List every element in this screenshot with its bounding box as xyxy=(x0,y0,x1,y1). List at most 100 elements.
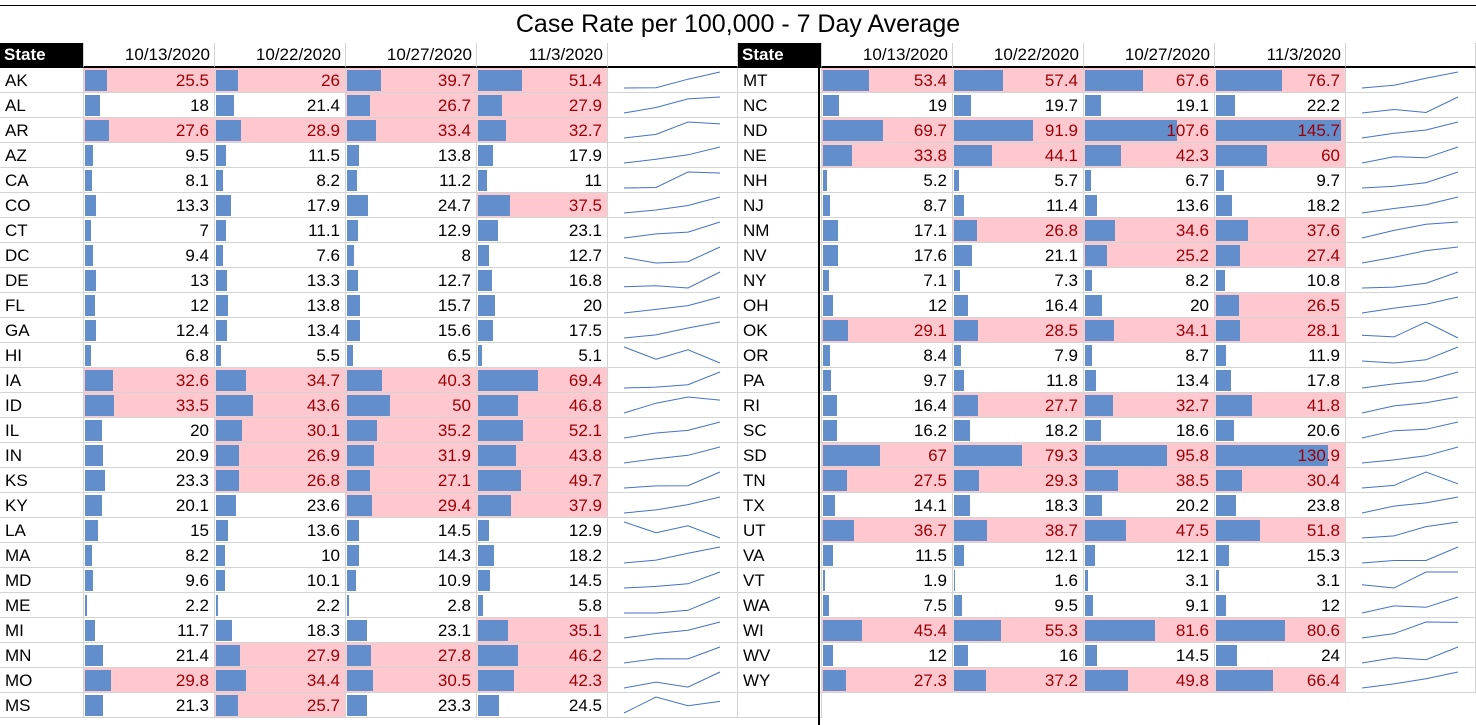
data-bar xyxy=(216,470,239,491)
value-cell: 13.8 xyxy=(346,143,477,168)
sparkline xyxy=(623,171,721,189)
sparkline-cell xyxy=(1346,218,1476,243)
value-cell: 69.7 xyxy=(822,118,953,143)
data-bar xyxy=(85,95,101,116)
data-bar xyxy=(478,245,489,266)
value-cell: 57.4 xyxy=(953,68,1084,93)
value-cell: 13.6 xyxy=(1084,193,1215,218)
value-cell: 16.4 xyxy=(822,393,953,418)
value-text: 32.6 xyxy=(175,371,209,390)
data-bar xyxy=(954,570,956,591)
value-text: 20.6 xyxy=(1306,421,1340,440)
value-cell: 8.2 xyxy=(1084,268,1215,293)
value-cell: 18.2 xyxy=(477,543,608,568)
sparkline-cell xyxy=(608,668,738,693)
value-cell: 23.6 xyxy=(215,493,346,518)
state-cell: VT xyxy=(738,568,822,593)
value-cell: 8 xyxy=(346,243,477,268)
sparkline xyxy=(623,271,721,289)
value-cell: 10 xyxy=(215,543,346,568)
data-bar xyxy=(85,195,97,216)
data-bar xyxy=(1216,370,1232,391)
value-cell: 8.2 xyxy=(215,168,346,193)
value-cell: 45.4 xyxy=(822,618,953,643)
value-text: 42.3 xyxy=(568,671,602,690)
data-bar xyxy=(1216,595,1227,616)
value-text: 26.9 xyxy=(306,446,340,465)
sparkline-cell xyxy=(608,593,738,618)
sparkline-cell xyxy=(1346,193,1476,218)
value-cell: 2.8 xyxy=(346,593,477,618)
value-cell: 52.1 xyxy=(477,418,608,443)
sparkline-cell xyxy=(608,618,738,643)
sparkline-cell xyxy=(1346,443,1476,468)
data-bar xyxy=(1085,345,1093,366)
value-text: 18.3 xyxy=(306,621,340,640)
data-bar xyxy=(347,545,360,566)
data-bar xyxy=(216,495,237,516)
table-row: AR 27.6 28.9 33.4 32.7 xyxy=(0,118,738,143)
data-bar xyxy=(1085,670,1128,691)
value-cell: 18 xyxy=(84,93,215,118)
data-bar xyxy=(85,145,94,166)
data-bar xyxy=(1216,645,1237,666)
table-row: ME 2.2 2.2 2.8 5.8 xyxy=(0,593,738,618)
value-text: 30.4 xyxy=(1306,471,1340,490)
value-text: 16 xyxy=(1059,646,1078,665)
state-cell: OH xyxy=(738,293,822,318)
value-cell: 20.6 xyxy=(1215,418,1346,443)
data-bar xyxy=(216,195,232,216)
value-cell: 20.9 xyxy=(84,443,215,468)
table-row: AL 18 21.4 26.7 27.9 xyxy=(0,93,738,118)
data-bar xyxy=(954,645,968,666)
value-text: 51.4 xyxy=(568,71,602,90)
value-cell: 8.1 xyxy=(84,168,215,193)
value-cell: 36.7 xyxy=(822,518,953,543)
state-cell: ME xyxy=(0,593,84,618)
value-text: 5.2 xyxy=(923,171,947,190)
data-bar xyxy=(954,270,961,291)
table-row: RI 16.4 27.7 32.7 41.8 xyxy=(738,393,1476,418)
state-cell: OR xyxy=(738,343,822,368)
state-cell: LA xyxy=(0,518,84,543)
header-row: State 10/13/2020 10/22/2020 10/27/2020 11/3/… xyxy=(738,43,1476,68)
value-text: 11.9 xyxy=(1308,346,1340,365)
value-cell: 20 xyxy=(1084,293,1215,318)
sparkline-path xyxy=(623,646,721,664)
value-text: 32.7 xyxy=(568,121,602,140)
value-cell: 37.2 xyxy=(953,668,1084,693)
data-bar xyxy=(216,445,240,466)
data-bar xyxy=(954,195,964,216)
value-text: 13.3 xyxy=(175,196,209,215)
value-text: 9.7 xyxy=(923,371,947,390)
value-cell: 2.2 xyxy=(215,593,346,618)
sparkline-cell xyxy=(608,118,738,143)
value-text: 23.3 xyxy=(175,471,209,490)
value-cell: 8.7 xyxy=(822,193,953,218)
value-cell: 43.8 xyxy=(477,443,608,468)
data-bar xyxy=(823,195,831,216)
data-bar xyxy=(85,545,93,566)
date-column-header: 10/22/2020 xyxy=(953,43,1084,68)
data-bar xyxy=(347,420,378,441)
sparkline xyxy=(623,221,721,239)
value-text: 8 xyxy=(461,246,471,265)
data-bar xyxy=(1216,520,1261,541)
data-bar xyxy=(478,395,519,416)
value-cell: 8.7 xyxy=(1084,343,1215,368)
table-row: SD 67 79.3 95.8 130.9 xyxy=(738,443,1476,468)
sparkline xyxy=(1361,471,1459,489)
data-bar xyxy=(1085,545,1096,566)
value-cell: 35.1 xyxy=(477,618,608,643)
value-text: 10.8 xyxy=(1306,271,1340,290)
value-text: 6.8 xyxy=(185,346,209,365)
sparkline-path xyxy=(623,321,721,339)
value-cell: 33.8 xyxy=(822,143,953,168)
sparkline-path xyxy=(623,571,721,589)
sparkline-cell xyxy=(1346,168,1476,193)
date-column-header: 10/27/2020 xyxy=(346,43,477,68)
value-text: 5.8 xyxy=(578,596,602,615)
value-text: 34.7 xyxy=(306,371,340,390)
value-text: 32.7 xyxy=(1175,396,1209,415)
sparkline xyxy=(623,446,721,464)
